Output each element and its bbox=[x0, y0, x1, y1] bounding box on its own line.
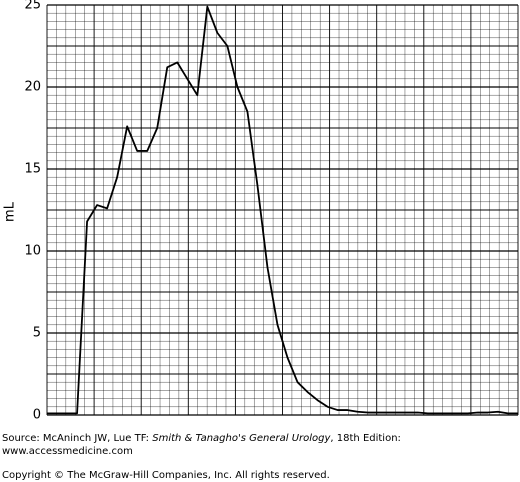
source-suffix: , 18th Edition: bbox=[330, 433, 401, 444]
source-title: Smith & Tanagho's General Urology bbox=[152, 433, 331, 444]
y-tick-label: 25 bbox=[24, 0, 41, 13]
source-prefix: Source: McAninch JW, Lue TF: bbox=[2, 433, 152, 444]
flow-curve bbox=[47, 5, 518, 415]
source-line: Source: McAninch JW, Lue TF: Smith & Tan… bbox=[2, 433, 401, 444]
y-tick-label: 0 bbox=[33, 408, 41, 423]
source-url: www.accessmedicine.com bbox=[2, 446, 133, 457]
copyright: Copyright © The McGraw-Hill Companies, I… bbox=[2, 470, 330, 481]
y-axis-label: mL bbox=[3, 201, 18, 222]
y-tick-label: 10 bbox=[24, 244, 41, 259]
y-tick-label: 15 bbox=[24, 162, 41, 177]
fine-grid bbox=[46, 5, 519, 415]
y-tick-label: 5 bbox=[33, 326, 41, 341]
y-tick-label: 20 bbox=[24, 80, 41, 95]
